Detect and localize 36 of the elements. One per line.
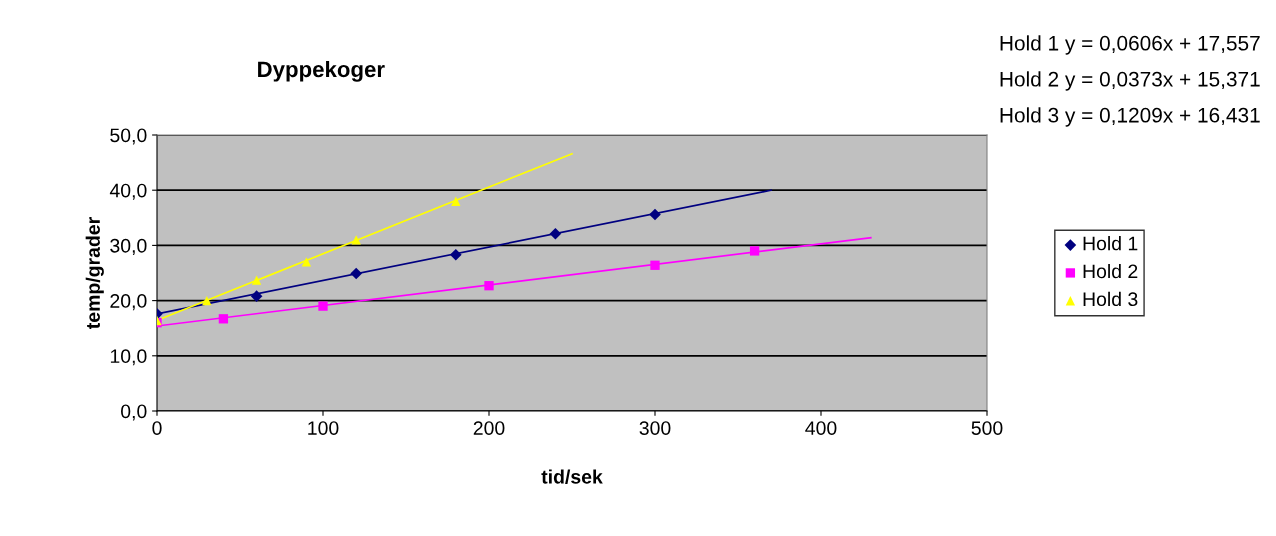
- text: Hold 3 y = 0,1209x + 16,431: [1000, 107, 1260, 127]
- x-tick-label: 0: [152, 421, 162, 435]
- point: [250, 290, 263, 302]
- point: [301, 257, 312, 267]
- chart-title: Dyppekoger: [258, 60, 385, 82]
- x-tick-label: 200: [473, 421, 505, 435]
- y-tick-label: 10,0: [110, 349, 147, 366]
- point: [650, 260, 660, 270]
- text: Hold 2 y = 0,0373x + 15,371: [1000, 71, 1260, 91]
- point: [484, 281, 494, 291]
- y-axis-title: temp/grader: [85, 217, 104, 329]
- y-tick-label: 50,0: [110, 128, 147, 145]
- point: [351, 235, 361, 245]
- x-tick-label: 400: [805, 421, 837, 435]
- legend-label: Hold 1: [1083, 236, 1138, 251]
- y-tick-label: 20,0: [110, 294, 147, 311]
- x-tick-label: 100: [308, 421, 339, 435]
- x-axis-title: tid/sek: [541, 469, 603, 484]
- point: [549, 228, 562, 240]
- x-tick-label: 300: [639, 421, 671, 435]
- legend-label: Hold 2: [1083, 263, 1138, 279]
- y-tick-label: 40,0: [109, 183, 147, 200]
- point: [218, 314, 229, 324]
- point: [251, 275, 262, 285]
- point: [318, 301, 328, 311]
- text: Hold 1 y = 0,0606x + 17,557: [1000, 35, 1260, 55]
- point: [350, 267, 363, 280]
- legend-label: Hold 3: [1083, 291, 1138, 307]
- y-tick-label: 30,0: [110, 238, 147, 255]
- point: [202, 295, 212, 306]
- point: [649, 208, 661, 221]
- point: [451, 196, 461, 206]
- y-tick-label: 0,0: [121, 404, 147, 421]
- point: [749, 246, 760, 256]
- point: [449, 248, 462, 261]
- x-tick-label: 500: [971, 421, 1003, 435]
